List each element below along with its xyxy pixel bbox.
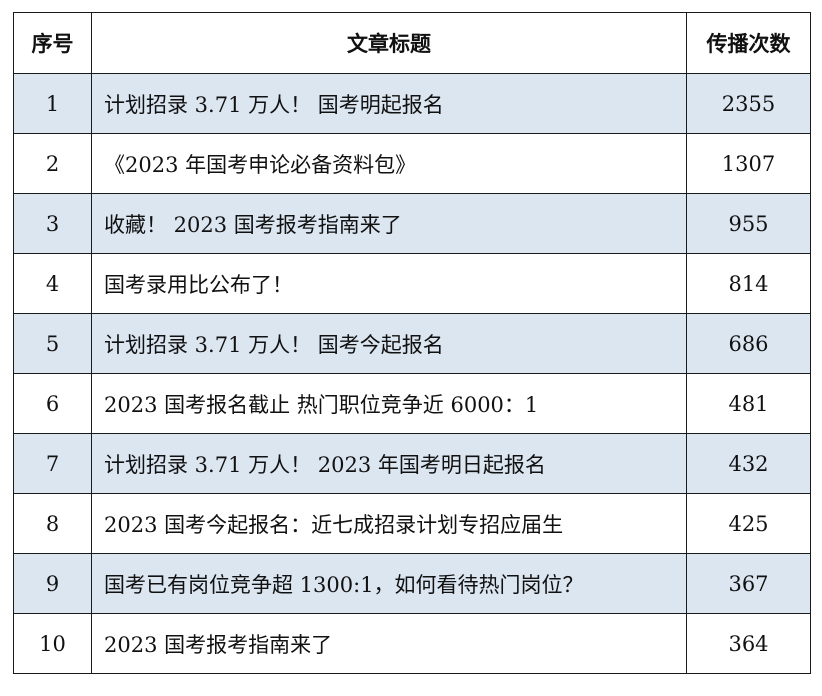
row-index: 5 [13, 313, 92, 374]
row-count: 955 [686, 193, 811, 254]
row-title: 计划招录 3.71 万人！ 国考今起报名 [91, 313, 687, 374]
row-title: 国考已有岗位竞争超 1300:1，如何看待热门岗位？ [91, 553, 687, 614]
row-count: 481 [686, 373, 811, 434]
row-index: 6 [13, 373, 92, 434]
table-row: 8 2023 国考今起报名：近七成招录计划专招应届生 425 [13, 493, 811, 554]
row-index: 10 [13, 613, 92, 674]
table-row: 3 收藏！ 2023 国考报考指南来了 955 [13, 193, 811, 254]
table-row: 5 计划招录 3.71 万人！ 国考今起报名 686 [13, 313, 811, 374]
row-count: 432 [686, 433, 811, 494]
table-row: 2 《2023 年国考申论必备资料包》 1307 [13, 133, 811, 194]
row-count: 367 [686, 553, 811, 614]
header-index: 序号 [13, 12, 92, 74]
row-title: 国考录用比公布了！ [91, 253, 687, 314]
table-row: 4 国考录用比公布了！ 814 [13, 253, 811, 314]
row-index: 7 [13, 433, 92, 494]
table-row: 9 国考已有岗位竞争超 1300:1，如何看待热门岗位？ 367 [13, 553, 811, 614]
row-count: 364 [686, 613, 811, 674]
row-title: 2023 国考报名截止 热门职位竞争近 6000：1 [91, 373, 687, 434]
row-index: 3 [13, 193, 92, 254]
row-count: 686 [686, 313, 811, 374]
header-row: 序号 文章标题 传播次数 [13, 12, 811, 74]
row-index: 2 [13, 133, 92, 194]
row-count: 814 [686, 253, 811, 314]
articles-table-container: 序号 文章标题 传播次数 1 计划招录 3.71 万人！ 国考明起报名 2355… [13, 12, 811, 674]
table-row: 1 计划招录 3.71 万人！ 国考明起报名 2355 [13, 73, 811, 134]
articles-table: 序号 文章标题 传播次数 1 计划招录 3.71 万人！ 国考明起报名 2355… [13, 12, 811, 674]
row-index: 8 [13, 493, 92, 554]
row-count: 2355 [686, 73, 811, 134]
row-count: 425 [686, 493, 811, 554]
row-title: 2023 国考今起报名：近七成招录计划专招应届生 [91, 493, 687, 554]
header-count: 传播次数 [686, 12, 811, 74]
row-index: 4 [13, 253, 92, 314]
row-index: 9 [13, 553, 92, 614]
row-title: 2023 国考报考指南来了 [91, 613, 687, 674]
row-title: 收藏！ 2023 国考报考指南来了 [91, 193, 687, 254]
table-row: 10 2023 国考报考指南来了 364 [13, 613, 811, 674]
table-header: 序号 文章标题 传播次数 [13, 12, 811, 74]
row-title: 计划招录 3.71 万人！ 国考明起报名 [91, 73, 687, 134]
header-title: 文章标题 [91, 12, 687, 74]
row-index: 1 [13, 73, 92, 134]
table-row: 6 2023 国考报名截止 热门职位竞争近 6000：1 481 [13, 373, 811, 434]
row-count: 1307 [686, 133, 811, 194]
row-title: 《2023 年国考申论必备资料包》 [91, 133, 687, 194]
table-body: 1 计划招录 3.71 万人！ 国考明起报名 2355 2 《2023 年国考申… [13, 73, 811, 674]
table-row: 7 计划招录 3.71 万人！ 2023 年国考明日起报名 432 [13, 433, 811, 494]
row-title: 计划招录 3.71 万人！ 2023 年国考明日起报名 [91, 433, 687, 494]
